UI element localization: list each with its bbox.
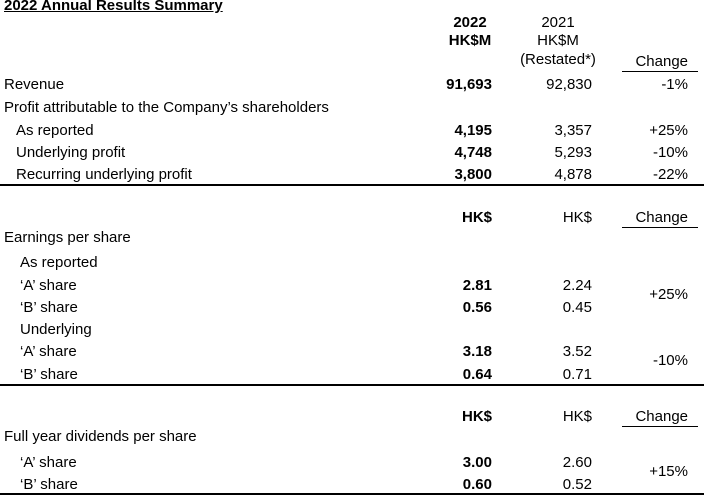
row-label: Underlying profit (16, 144, 126, 161)
section-divider (0, 384, 704, 386)
eps-underlying-a-2021: 3.52 (562, 343, 592, 360)
div-a-2021: 2.60 (562, 454, 592, 471)
revenue-2021: 92,830 (546, 76, 592, 93)
eps-underlying-b-2021: 0.71 (562, 366, 592, 383)
eps-col-2021: HK$ (562, 209, 592, 226)
revenue-change: -1% (661, 76, 688, 93)
eps-underlying-change: -10% (652, 352, 688, 369)
revenue-label: Revenue (4, 76, 65, 93)
eps-reported-a-2021: 2.24 (562, 277, 592, 294)
col-2021-year: 2021 (541, 14, 575, 31)
change-underline (622, 71, 698, 72)
eps-reported-b-2021: 0.45 (562, 299, 592, 316)
row-2022: 3,800 (454, 166, 492, 183)
eps-underlying-a-label: ‘A’ share (20, 343, 77, 360)
col-change: Change (635, 53, 688, 70)
row-label: As reported (16, 122, 94, 139)
div-col-2022: HK$ (461, 408, 492, 425)
row-2021: 5,293 (554, 144, 592, 161)
change-underline (622, 227, 698, 228)
col-2021-unit: HK$M (537, 32, 579, 49)
eps-reported-change: +25% (649, 286, 688, 303)
div-col-2021: HK$ (562, 408, 592, 425)
row-change: -10% (652, 144, 688, 161)
profit-heading: Profit attributable to the Company’s sha… (4, 99, 329, 116)
row-label: Recurring underlying profit (16, 166, 192, 183)
row-2022: 4,748 (454, 144, 492, 161)
section-divider (0, 493, 704, 495)
col-2021-note: (Restated*) (520, 51, 596, 68)
row-change: +25% (649, 122, 688, 139)
div-b-2022: 0.60 (462, 476, 492, 493)
page-title: 2022 Annual Results Summary (4, 0, 223, 14)
eps-reported-b-2022: 0.56 (462, 299, 492, 316)
div-b-2021: 0.52 (562, 476, 592, 493)
div-heading: Full year dividends per share (4, 428, 197, 445)
revenue-2022: 91,693 (446, 76, 492, 93)
eps-as-reported-label: As reported (20, 254, 98, 271)
row-2021: 3,357 (554, 122, 592, 139)
row-change: -22% (652, 166, 688, 183)
eps-underlying-a-2022: 3.18 (462, 343, 492, 360)
div-change: +15% (649, 463, 688, 480)
row-2021: 4,878 (554, 166, 592, 183)
row-2022: 4,195 (454, 122, 492, 139)
eps-reported-a-2022: 2.81 (462, 277, 492, 294)
col-2022-year: 2022 (453, 14, 487, 31)
section-divider (0, 184, 704, 186)
div-col-change: Change (635, 408, 688, 425)
col-2022-unit: HK$M (448, 32, 492, 49)
eps-col-2022: HK$ (461, 209, 492, 226)
eps-col-change: Change (635, 209, 688, 226)
eps-heading: Earnings per share (4, 229, 131, 246)
eps-reported-b-label: ‘B’ share (20, 299, 78, 316)
eps-underlying-b-label: ‘B’ share (20, 366, 78, 383)
div-a-label: ‘A’ share (20, 454, 77, 471)
eps-underlying-b-2022: 0.64 (462, 366, 492, 383)
eps-underlying-label: Underlying (20, 321, 92, 338)
change-underline (622, 426, 698, 427)
div-a-2022: 3.00 (462, 454, 492, 471)
div-b-label: ‘B’ share (20, 476, 78, 493)
eps-reported-a-label: ‘A’ share (20, 277, 77, 294)
